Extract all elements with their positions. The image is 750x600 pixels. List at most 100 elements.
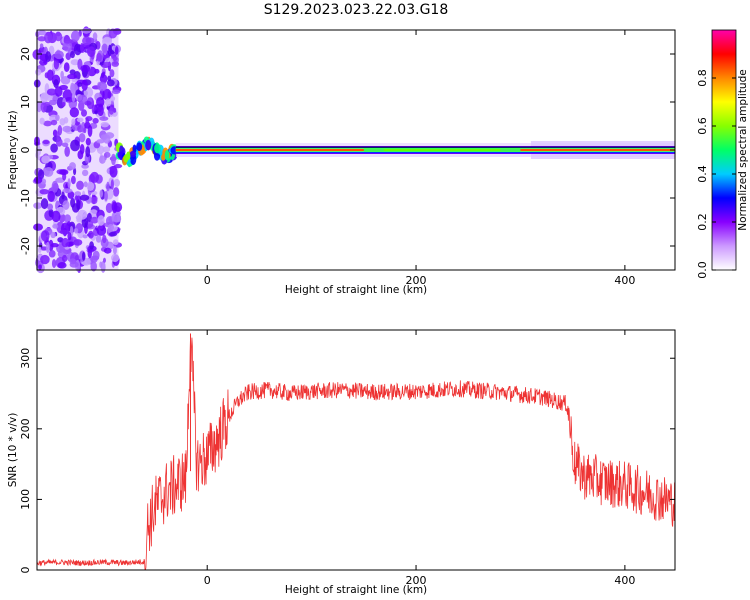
noise-blob (73, 239, 83, 246)
noise-blob (44, 72, 49, 79)
noise-blob (67, 191, 75, 199)
noise-blob (70, 175, 76, 185)
snr-panel: 0 200 400 0 100 200 300 Height of straight li… (7, 329, 676, 596)
noise-blob (99, 189, 103, 198)
noise-blob (111, 89, 121, 95)
noise-blob (110, 96, 116, 102)
snr-x-tick-label: 0 (204, 574, 211, 587)
noise-blob (92, 117, 99, 124)
noise-blob (69, 69, 76, 75)
transition-blob (145, 139, 152, 151)
noise-blob (62, 200, 70, 210)
noise-blob (102, 71, 106, 76)
noise-blob (59, 229, 68, 235)
spectrogram-panel: 0 200 400 -20 -10 0 10 20 Height of straight l… (7, 26, 676, 296)
spectrogram-y-tick-label: 10 (19, 95, 32, 109)
noise-blob (50, 119, 58, 126)
noise-blob (54, 50, 64, 60)
noise-blob (103, 61, 111, 67)
noise-blob (85, 117, 90, 128)
noise-blob (46, 69, 54, 81)
noise-blob (76, 199, 81, 211)
noise-blob (86, 46, 96, 58)
noise-blob (46, 88, 57, 96)
transition-blob (164, 150, 170, 161)
noise-blob (40, 100, 47, 113)
noise-blob (52, 129, 58, 137)
noise-blob (106, 181, 110, 192)
noise-blob (67, 231, 72, 241)
snr-y-axis-label: SNR (10 * v/v) (7, 413, 19, 488)
noise-blob (63, 38, 73, 44)
snr-y-tick-label: 200 (19, 418, 32, 439)
snr-series-line (36, 333, 676, 571)
snr-x-tick-label: 200 (406, 574, 427, 587)
colorbar-label: Normalized spectral amplitude (737, 69, 749, 230)
noise-blob (111, 253, 120, 263)
spectrogram-x-tick-label: 200 (406, 274, 427, 287)
noise-blob (33, 176, 43, 184)
noise-blob (112, 245, 117, 255)
noise-blob (73, 43, 82, 56)
spectrogram-x-ticks: 0 200 400 (204, 30, 635, 287)
noise-blob (96, 139, 105, 144)
noise-blob (102, 234, 107, 244)
colorbar-tick-label: 0.0 (696, 261, 709, 279)
noise-blob (86, 181, 95, 192)
spectrogram-x-axis-label: Height of straight line (km) (285, 284, 427, 296)
noise-blob (45, 241, 50, 254)
noise-blob (80, 64, 91, 73)
noise-blob (90, 261, 98, 272)
spectrogram-y-axis-label: Frequency (Hz) (7, 110, 19, 189)
noise-blob (62, 89, 73, 101)
noise-blob (52, 223, 59, 229)
noise-blob (53, 58, 60, 70)
noise-blob (79, 194, 90, 201)
noise-blob (69, 258, 77, 265)
noise-blob (74, 191, 82, 197)
noise-blob (57, 262, 67, 269)
noise-blob (96, 52, 102, 62)
noise-blob (82, 36, 92, 46)
noise-blob (88, 230, 94, 239)
noise-blob (70, 50, 75, 59)
noise-blob (99, 116, 109, 121)
spectrogram-y-tick-label: -20 (19, 237, 32, 255)
colorbar-tick-label: 0.4 (696, 165, 709, 183)
noise-blob (85, 146, 91, 158)
noise-blob (67, 73, 78, 80)
noise-blob (78, 133, 86, 143)
noise-blob (42, 140, 50, 145)
noise-blob (110, 179, 114, 190)
noise-blob (55, 138, 63, 147)
noise-blob (95, 96, 105, 107)
noise-blob (71, 92, 76, 103)
noise-blob (59, 169, 69, 176)
noise-blob (50, 143, 58, 153)
noise-blob (111, 61, 120, 67)
noise-blob (48, 250, 56, 258)
noise-blob (71, 118, 76, 126)
transition-blob (136, 142, 143, 152)
noise-blob (94, 110, 99, 115)
noise-blob (43, 167, 54, 177)
spectrogram-x-tick-label: 400 (614, 274, 635, 287)
weaker-line-core (383, 149, 501, 151)
transition-blob (123, 154, 129, 163)
snr-y-tick-label: 300 (19, 348, 32, 369)
noise-blob (44, 31, 53, 44)
noise-blob (105, 202, 113, 214)
noise-blob (61, 237, 70, 248)
noise-blob (112, 239, 119, 246)
noise-blob (39, 43, 44, 49)
noise-blob (39, 117, 45, 125)
noise-blob (61, 191, 65, 200)
noise-blob (51, 258, 57, 269)
noise-blob (107, 224, 115, 232)
noise-blob (89, 241, 94, 250)
noise-blob (97, 81, 108, 92)
noise-blob (99, 261, 103, 268)
noise-blob (77, 82, 83, 87)
noise-blob (61, 254, 68, 263)
